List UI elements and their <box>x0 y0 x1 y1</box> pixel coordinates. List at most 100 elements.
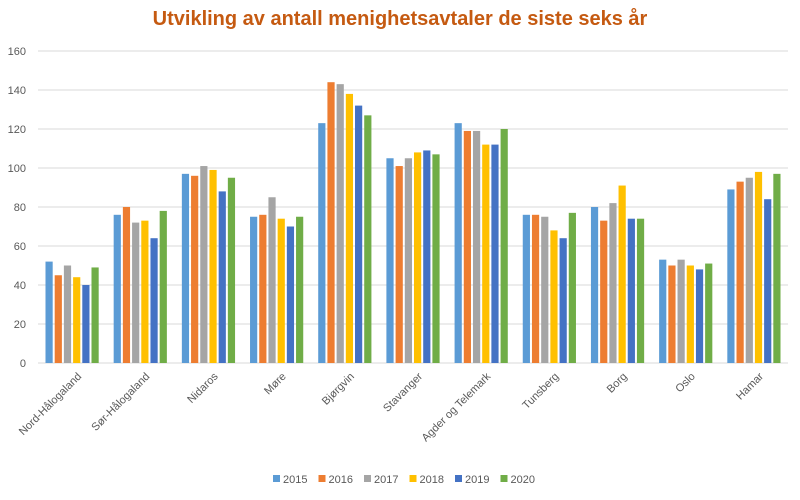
bar-2016 <box>122 207 131 363</box>
y-tick-label: 40 <box>14 280 26 292</box>
bar-2015 <box>386 158 394 363</box>
bar-2019 <box>82 285 90 363</box>
bar-2019 <box>764 199 772 363</box>
bar-2017 <box>404 158 412 363</box>
y-tick-label: 80 <box>14 202 26 214</box>
bar-2016 <box>463 130 471 363</box>
x-tick-label: Agder og Telemark <box>420 370 494 444</box>
y-tick-label: 120 <box>8 124 26 136</box>
bar-2020 <box>91 267 99 363</box>
x-tick-label: Nidaros <box>185 370 221 406</box>
legend-swatch <box>273 475 280 482</box>
bar-2016 <box>600 220 608 363</box>
bar-2020 <box>296 216 304 363</box>
bar-2019 <box>218 191 226 363</box>
bar-2020 <box>500 129 508 363</box>
x-tick-label: Tunsberg <box>520 371 561 412</box>
bar-2016 <box>395 166 403 363</box>
bar-2015 <box>45 261 53 363</box>
x-tick-label: Borg <box>605 371 630 396</box>
legend-label: 2016 <box>329 474 353 486</box>
bar-2018 <box>345 93 354 364</box>
y-tick-label: 60 <box>14 241 26 253</box>
bar-2019 <box>355 105 363 363</box>
bar-2015 <box>250 216 258 363</box>
y-tick-label: 100 <box>8 163 26 175</box>
legend: 2015 2016 2017 2018 2019 2020 <box>273 474 535 486</box>
bar-2020 <box>636 218 645 363</box>
bar-2017 <box>63 265 72 363</box>
bar-2015 <box>659 259 667 363</box>
bar-2019 <box>559 238 567 363</box>
bar-2019 <box>491 144 499 363</box>
legend-swatch <box>500 475 508 482</box>
bar-2016 <box>54 275 62 363</box>
bar-2016 <box>327 82 335 363</box>
x-tick-label: Hamar <box>734 370 766 402</box>
bar-2017 <box>200 166 208 363</box>
legend-label: 2017 <box>374 474 398 486</box>
bar-2019 <box>695 269 704 363</box>
legend-label: 2019 <box>465 474 489 486</box>
bar-2018 <box>277 218 285 363</box>
bar-2018 <box>141 220 149 363</box>
bar-2018 <box>550 230 558 363</box>
x-tick-label: Møre <box>262 371 289 398</box>
legend-swatch <box>455 475 462 482</box>
y-axis-ticks: 0 20 40 60 80 100 120 140 160 <box>8 46 26 370</box>
bar-2018 <box>686 265 694 363</box>
bar-2020 <box>227 177 236 363</box>
legend-swatch <box>409 475 417 482</box>
bar-2019 <box>627 218 635 363</box>
legend-label: 2015 <box>283 474 307 486</box>
bar-2016 <box>668 265 676 363</box>
bar-2018 <box>73 277 81 363</box>
x-tick-label: Oslo <box>673 371 697 395</box>
bar-2018 <box>754 171 763 363</box>
bar-2015 <box>727 189 735 363</box>
bar-2017 <box>541 216 549 363</box>
bar-2017 <box>745 177 753 363</box>
bar-2019 <box>286 226 295 363</box>
bar-2016 <box>259 214 267 363</box>
bar-2020 <box>705 263 713 363</box>
bar-2019 <box>150 238 158 363</box>
legend-label: 2018 <box>420 474 444 486</box>
bar-2017 <box>472 130 481 363</box>
bar-2020 <box>773 173 781 363</box>
bar-2020 <box>432 154 440 363</box>
bar-2020 <box>364 115 372 363</box>
bar-2015 <box>522 214 530 363</box>
bar-2018 <box>209 169 217 363</box>
bar-2016 <box>191 175 199 363</box>
bar-2015 <box>318 123 326 364</box>
bar-2017 <box>609 203 617 363</box>
legend-label: 2020 <box>511 474 535 486</box>
chart-title: Utvikling av antall menighetsavtaler de … <box>152 8 648 30</box>
bar-2017 <box>132 222 140 363</box>
bar-2018 <box>414 152 422 363</box>
y-tick-label: 140 <box>8 85 26 97</box>
bar-2020 <box>568 212 576 363</box>
y-tick-label: 0 <box>20 358 26 370</box>
x-axis-ticks: Nord-Hålogaland Sør-Hålogaland Nidaros Møre… <box>17 370 766 444</box>
bar-2017 <box>677 259 685 363</box>
bar-2015 <box>590 207 599 363</box>
bar-2015 <box>113 214 121 363</box>
x-tick-label: Sør-Hålogaland <box>89 371 152 434</box>
x-tick-label: Bjørgvin <box>320 371 357 408</box>
legend-swatch <box>364 475 371 482</box>
x-tick-label: Nord-Hålogaland <box>17 371 84 438</box>
y-tick-label: 160 <box>8 46 26 58</box>
bar-2015 <box>454 123 462 364</box>
legend-swatch <box>318 475 326 482</box>
bar-2015 <box>181 173 190 363</box>
bar-2016 <box>736 181 744 363</box>
bar-2018 <box>482 144 490 363</box>
x-tick-label: Stavanger <box>381 370 425 414</box>
y-tick-label: 20 <box>14 319 26 331</box>
bar-2016 <box>531 214 540 363</box>
bar-2017 <box>336 84 344 364</box>
bars <box>45 82 781 364</box>
